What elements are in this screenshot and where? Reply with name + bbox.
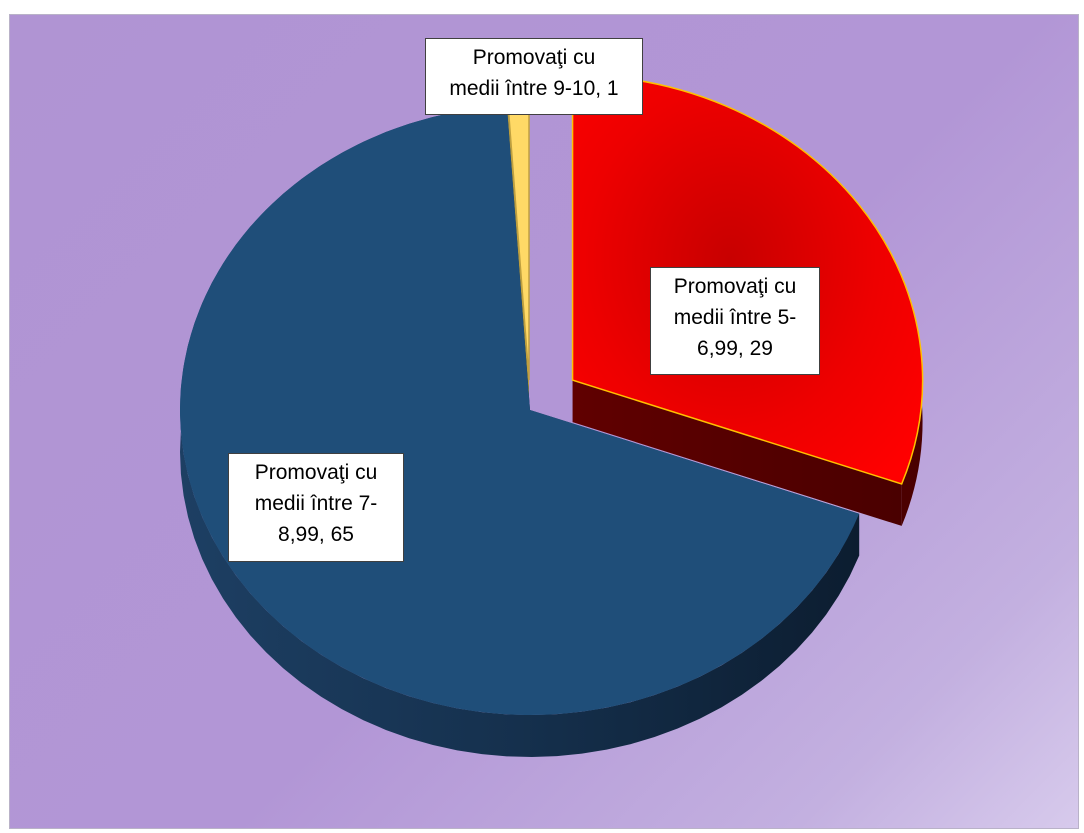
data-label-9-10: Promovaţi cu medii între 9-10, 1	[425, 38, 643, 115]
data-label-5-6-99: Promovaţi cu medii între 5- 6,99, 29	[650, 267, 820, 375]
data-label-7-8-99-line1: Promovaţi cu	[254, 461, 378, 484]
data-label-9-10-line2: medii între 9-10, 1	[449, 77, 619, 100]
slice-5-6-99-wall-end	[572, 380, 902, 526]
data-label-7-8-99: Promovaţi cu medii între 7- 8,99, 65	[228, 453, 404, 562]
data-label-7-8-99-line3: 8,99, 65	[278, 523, 354, 546]
data-label-9-10-line1: Promovaţi cu	[472, 46, 596, 69]
pie-plot	[180, 74, 924, 757]
chart-area: Promovaţi cu medii între 9-10, 1 Promova…	[9, 14, 1079, 829]
data-label-5-6-99-line3: 6,99, 29	[697, 337, 773, 360]
data-label-5-6-99-line2: medii între 5-	[673, 306, 797, 329]
data-label-5-6-99-line1: Promovaţi cu	[673, 275, 797, 298]
data-label-7-8-99-line2: medii între 7-	[254, 492, 378, 515]
slice-7-8-99	[180, 105, 860, 716]
